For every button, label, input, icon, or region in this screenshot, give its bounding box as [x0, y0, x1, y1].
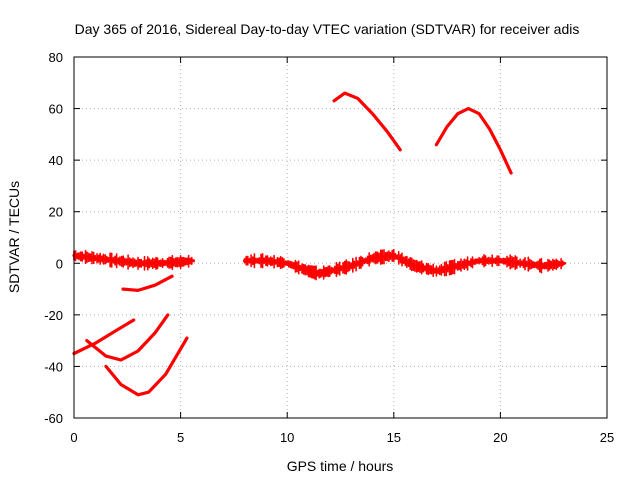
series-line	[332, 91, 402, 152]
series-line	[104, 336, 189, 397]
y-tick-label: -40	[44, 359, 63, 374]
x-tick-label: 25	[600, 430, 614, 445]
y-tick-label: 80	[49, 50, 63, 65]
x-tick-label: 15	[387, 430, 401, 445]
y-tick-label: 0	[56, 256, 63, 271]
y-tick-label: -20	[44, 308, 63, 323]
series-noise	[73, 249, 193, 271]
x-tick-label: 20	[493, 430, 507, 445]
axis-ticks	[73, 56, 608, 419]
y-axis-label: SDTVAR / TECUs	[6, 181, 22, 293]
series-line	[434, 107, 513, 175]
plot-frame	[73, 56, 608, 419]
x-tick-label: 5	[177, 430, 184, 445]
y-tick-label: 60	[49, 102, 63, 117]
grid	[74, 57, 607, 418]
series-line	[72, 318, 136, 356]
series-line	[121, 274, 174, 292]
y-tick-label: 40	[49, 153, 63, 168]
tick-labels: 0 5 10 15 20 25 -60 -40 -20 0 20 40 60 80	[44, 50, 614, 445]
y-tick-label: -60	[44, 411, 63, 426]
x-tick-label: 10	[280, 430, 294, 445]
x-axis-label: GPS time / hours	[287, 458, 394, 474]
chart-title: Day 365 of 2016, Sidereal Day-to-day VTE…	[75, 21, 580, 37]
series-line	[85, 313, 170, 362]
series-noise	[243, 248, 564, 281]
y-tick-label: 20	[49, 205, 63, 220]
series-layer	[72, 91, 566, 397]
x-tick-label: 0	[70, 430, 77, 445]
